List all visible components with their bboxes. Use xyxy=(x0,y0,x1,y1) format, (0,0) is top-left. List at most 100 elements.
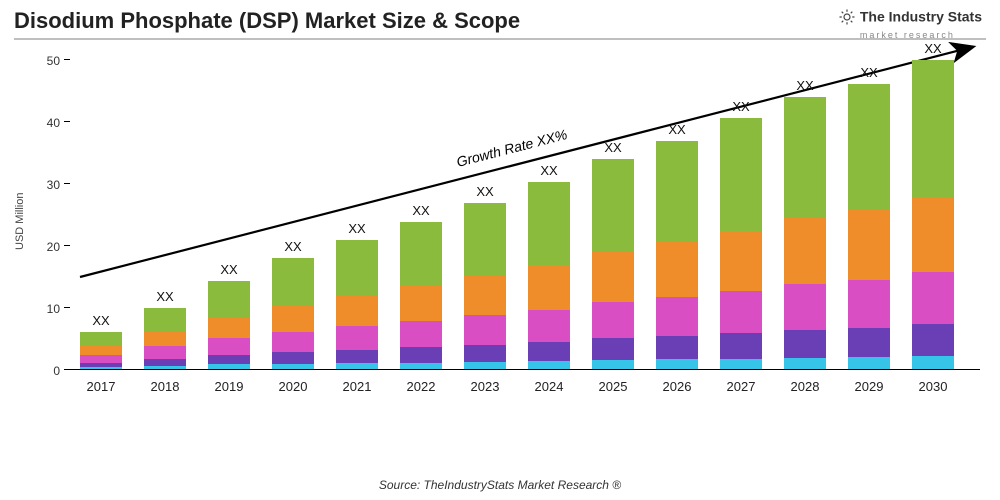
bar-segment xyxy=(656,141,698,242)
bar-segment xyxy=(400,286,442,321)
bar-2018 xyxy=(144,308,186,370)
x-axis xyxy=(70,369,980,370)
x-tick-label: 2017 xyxy=(80,379,122,394)
bar-segment xyxy=(336,326,378,350)
bar-segment xyxy=(208,355,250,364)
bar-segment xyxy=(272,332,314,352)
bar-segment xyxy=(336,350,378,364)
bar-segment xyxy=(464,315,506,344)
bar-segment xyxy=(464,276,506,316)
bar-segment xyxy=(592,302,634,338)
bar-segment xyxy=(528,310,570,342)
bar-segment xyxy=(784,97,826,218)
bar-segment xyxy=(848,210,890,279)
bar-segment xyxy=(144,308,186,332)
x-tick-label: 2028 xyxy=(784,379,826,394)
bar-segment xyxy=(464,345,506,362)
source-caption: Source: TheIndustryStats Market Research… xyxy=(0,478,1000,492)
bar-segment xyxy=(720,118,762,230)
x-tick-label: 2024 xyxy=(528,379,570,394)
growth-arrow xyxy=(70,60,980,400)
y-tick xyxy=(64,59,70,60)
bar-2027 xyxy=(720,118,762,370)
bar-2019 xyxy=(208,281,250,370)
bar-2026 xyxy=(656,141,698,370)
bar-segment xyxy=(848,328,890,357)
bar-segment xyxy=(848,280,890,328)
x-tick-label: 2019 xyxy=(208,379,250,394)
gear-icon xyxy=(838,8,856,29)
bar-2030 xyxy=(912,60,954,370)
bar-segment xyxy=(656,297,698,336)
y-tick xyxy=(64,121,70,122)
bar-segment xyxy=(144,346,186,358)
y-tick xyxy=(64,183,70,184)
x-tick-label: 2025 xyxy=(592,379,634,394)
bar-segment xyxy=(656,336,698,360)
bar-segment xyxy=(208,338,250,355)
bar-segment xyxy=(208,318,250,338)
x-tick-label: 2026 xyxy=(656,379,698,394)
bar-2028 xyxy=(784,97,826,370)
y-tick xyxy=(64,307,70,308)
brand-logo: The Industry Stats market research xyxy=(838,8,982,41)
bar-segment xyxy=(144,359,186,366)
bar-segment xyxy=(400,347,442,363)
x-tick-label: 2022 xyxy=(400,379,442,394)
bar-value-label: XX xyxy=(272,239,314,254)
x-tick-label: 2027 xyxy=(720,379,762,394)
bar-2025 xyxy=(592,159,634,370)
bar-value-label: XX xyxy=(144,289,186,304)
bar-2029 xyxy=(848,84,890,370)
x-tick-label: 2030 xyxy=(912,379,954,394)
plot: Growth Rate XX% 2017XX2018XX2019XX2020XX… xyxy=(70,60,980,400)
y-tick-label: 30 xyxy=(20,178,60,192)
bar-segment xyxy=(272,352,314,364)
x-tick-label: 2029 xyxy=(848,379,890,394)
bar-2023 xyxy=(464,203,506,370)
bar-segment xyxy=(208,281,250,318)
bar-value-label: XX xyxy=(784,78,826,93)
bar-value-label: XX xyxy=(80,313,122,328)
bar-segment xyxy=(720,333,762,358)
bar-segment xyxy=(912,60,954,197)
bar-value-label: XX xyxy=(656,122,698,137)
bar-segment xyxy=(720,291,762,333)
bar-value-label: XX xyxy=(912,41,954,56)
bar-2017 xyxy=(80,332,122,370)
bar-segment xyxy=(784,284,826,330)
bar-segment xyxy=(784,330,826,358)
bar-value-label: XX xyxy=(464,184,506,199)
chart-area: Growth Rate XX% 2017XX2018XX2019XX2020XX… xyxy=(70,60,980,430)
bar-segment xyxy=(912,197,954,272)
bar-segment xyxy=(80,346,122,355)
bar-value-label: XX xyxy=(528,163,570,178)
bar-segment xyxy=(528,182,570,265)
y-tick-label: 20 xyxy=(20,240,60,254)
bar-segment xyxy=(912,272,954,324)
y-tick xyxy=(64,245,70,246)
bar-value-label: XX xyxy=(208,262,250,277)
bar-value-label: XX xyxy=(592,140,634,155)
logo-line2: market research xyxy=(860,30,955,40)
bar-2024 xyxy=(528,182,570,370)
bar-segment xyxy=(656,242,698,297)
bar-segment xyxy=(80,332,122,346)
bar-segment xyxy=(912,356,954,370)
bar-segment xyxy=(912,324,954,356)
bar-segment xyxy=(464,203,506,276)
y-tick-label: 0 xyxy=(20,364,60,378)
bar-segment xyxy=(80,355,122,363)
bar-segment xyxy=(400,321,442,347)
bar-segment xyxy=(272,258,314,305)
logo-line1: The Industry Stats xyxy=(860,8,982,24)
x-tick-label: 2023 xyxy=(464,379,506,394)
bar-segment xyxy=(592,338,634,360)
y-tick-label: 40 xyxy=(20,116,60,130)
bar-value-label: XX xyxy=(336,221,378,236)
bar-segment xyxy=(272,306,314,332)
bar-segment xyxy=(528,342,570,361)
bar-segment xyxy=(400,222,442,286)
bar-segment xyxy=(336,296,378,326)
bar-segment xyxy=(592,159,634,252)
